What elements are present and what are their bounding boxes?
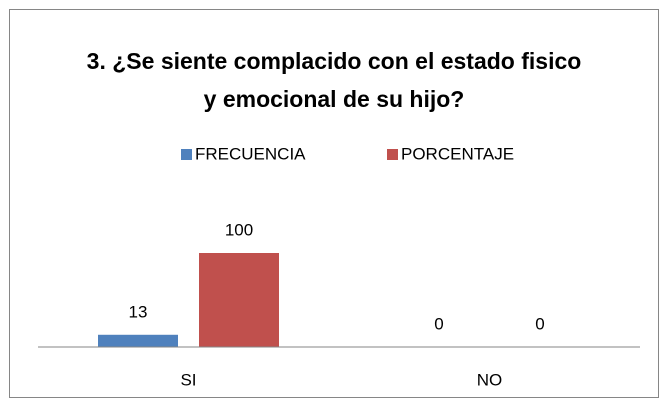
data-label: 0: [535, 314, 544, 333]
x-tick-label: NO: [477, 370, 503, 389]
legend-swatch: [181, 149, 192, 160]
legend-label: FRECUENCIA: [195, 144, 306, 163]
bar: [199, 253, 279, 347]
legend-label: PORCENTAJE: [401, 144, 514, 163]
x-tick-label: SI: [180, 370, 196, 389]
data-label: 100: [225, 220, 253, 239]
legend-swatch: [387, 149, 398, 160]
chart-frame: [9, 9, 659, 398]
data-label: 0: [434, 314, 443, 333]
data-label: 13: [129, 302, 148, 321]
bar: [98, 334, 178, 347]
chart-title: 3. ¿Se siente complacido con el estado f…: [86, 48, 582, 112]
